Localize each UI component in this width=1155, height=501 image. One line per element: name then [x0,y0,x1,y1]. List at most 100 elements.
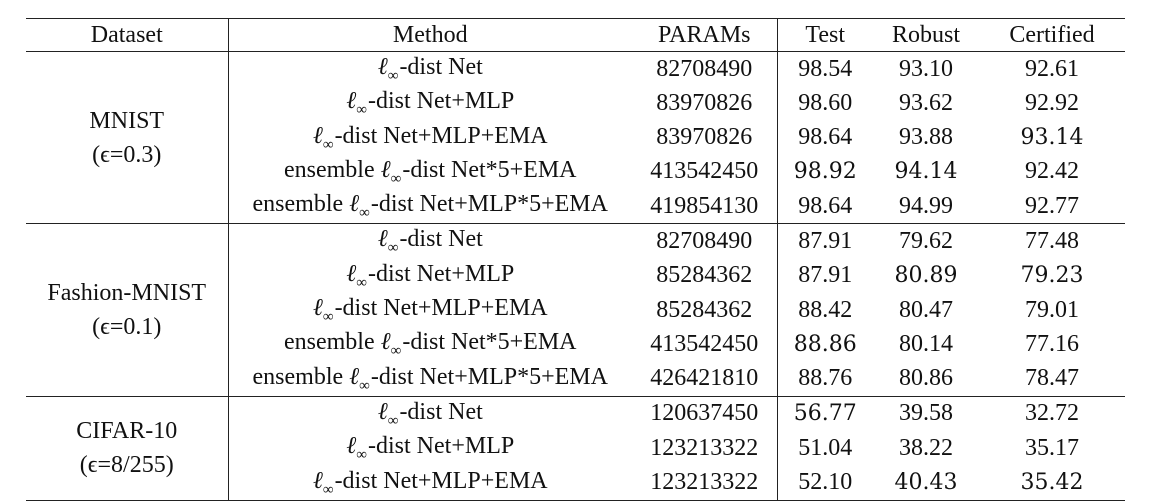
table-row: ℓ∞-dist Net+MLP 85284362 87.91 80.89 79.23 [26,258,1125,294]
infinity-subscript: ∞ [322,309,334,326]
method-cell: ensemble ℓ∞-dist Net*5+EMA [228,327,632,361]
header-params: PARAMs [632,18,778,52]
method-suffix: -dist Net+MLP+EMA [334,295,548,322]
method-suffix: -dist Net+MLP [368,88,515,115]
infinity-subscript: ∞ [322,481,334,498]
test-cell: 98.60 [798,89,853,116]
method-prefix: ensemble [283,329,381,356]
method-cell: ensemble ℓ∞-dist Net+MLP*5+EMA [228,189,632,224]
robust-cell: 93.10 [899,55,953,82]
dataset-group: CIFAR-10 (ϵ=8/255) ℓ∞-dist Net 120637450 56.… [26,396,1125,501]
certified-cell: 92.92 [1025,89,1079,116]
method-cell: ℓ∞-dist Net [228,52,632,87]
header-dataset: Dataset [26,18,229,52]
method-suffix: -dist Net+MLP+EMA [334,122,548,149]
header-test: Test [805,22,846,48]
params-cell: 419854130 [632,189,778,224]
dataset-group: Fashion-MNIST (ϵ=0.1) ℓ∞-dist Net 82708490 8… [26,223,1125,397]
test-cell: 98.64 [798,124,853,151]
method-suffix: -dist Net+MLP+EMA [334,467,548,494]
table-row: MNIST (ϵ=0.3) ℓ∞-dist Net 82708490 98.54 93.1… [26,51,1125,224]
infinity-subscript: ∞ [356,447,367,464]
table-row: ℓ∞-dist Net+MLP 123213322 51.04 38.22 35.17 [26,431,1125,466]
test-cell: 88.86 [793,331,857,357]
params-cell: 85284362 [632,293,778,328]
table-row: Fashion-MNIST (ϵ=0.1) ℓ∞-dist Net 82708490 8… [26,223,1125,397]
test-cell: 88.76 [798,365,853,392]
method-cell: ℓ∞-dist Net+MLP+EMA [228,121,632,155]
method-cell: ensemble ℓ∞-dist Net*5+EMA [228,155,632,189]
dataset-name: Fashion-MNIST [47,280,207,307]
certified-cell: 93.14 [1020,125,1084,151]
robust-cell: 94.14 [894,159,958,185]
robust-cell: 80.14 [899,330,953,357]
params-cell: 82708490 [632,51,778,87]
method-suffix: -dist Net+MLP*5+EMA [370,363,608,390]
method-suffix: -dist Net+MLP [368,260,515,287]
robust-cell: 93.62 [899,89,953,116]
robust-cell: 79.62 [899,227,953,254]
infinity-subscript: ∞ [359,377,370,394]
infinity-subscript: ∞ [390,170,402,187]
params-cell: 123213322 [632,431,778,466]
dataset-group: MNIST (ϵ=0.3) ℓ∞-dist Net 82708490 98.54 93.1… [26,51,1125,224]
table-row: ensemble ℓ∞-dist Net*5+EMA 413542450 98.92… [26,154,1125,190]
dataset-epsilon: (ϵ=8/255) [79,452,174,479]
params-cell: 426421810 [632,361,778,397]
certified-cell: 79.23 [1020,263,1084,289]
table-row: ensemble ℓ∞-dist Net+MLP*5+EMA 419854130 9… [26,189,1125,224]
method-suffix: -dist Net [399,398,483,425]
certified-cell: 92.77 [1025,192,1079,219]
infinity-subscript: ∞ [359,205,370,222]
ell-infinity-symbol: ℓ [377,226,388,253]
infinity-subscript: ∞ [387,412,399,429]
params-cell: 83970826 [632,120,778,155]
certified-cell: 92.61 [1025,55,1079,82]
test-cell: 88.42 [798,296,853,323]
infinity-subscript: ∞ [387,68,399,84]
params-cell: 413542450 [632,154,778,190]
method-suffix: -dist Net*5+EMA [402,329,577,356]
ell-infinity-symbol: ℓ [377,54,388,80]
certified-cell: 77.48 [1025,227,1079,254]
table-header: Dataset Method PARAMs Test Robust Certif… [26,18,1125,52]
table-row: ensemble ℓ∞-dist Net*5+EMA 413542450 88.86… [26,327,1125,362]
infinity-subscript: ∞ [356,274,367,291]
certified-cell: 35.17 [1025,434,1079,461]
certified-cell: 79.01 [1025,296,1079,323]
method-suffix: -dist Net+MLP*5+EMA [370,191,608,218]
dataset-name: MNIST [89,107,165,134]
method-suffix: -dist Net*5+EMA [402,156,577,183]
robust-cell: 39.58 [899,400,953,427]
dataset-name: CIFAR-10 [76,418,178,445]
method-prefix: ensemble [252,191,350,218]
method-cell: ℓ∞-dist Net+MLP [228,259,632,293]
ell-infinity-symbol: ℓ [377,398,388,425]
infinity-subscript: ∞ [356,102,367,119]
method-cell: ℓ∞-dist Net+MLP [228,431,632,465]
ell-infinity-symbol: ℓ [349,191,360,218]
params-cell: 85284362 [632,258,778,294]
test-cell: 98.54 [798,55,853,82]
certified-cell: 32.72 [1025,400,1079,427]
method-cell: ℓ∞-dist Net [228,396,632,431]
test-cell: 87.91 [798,227,853,254]
method-cell: ℓ∞-dist Net+MLP+EMA [228,293,632,327]
table-row: ℓ∞-dist Net+MLP 83970826 98.60 93.62 92.92 [26,86,1125,121]
method-suffix: -dist Net [399,226,483,253]
test-cell: 98.64 [798,192,853,219]
dataset-cell: Fashion-MNIST (ϵ=0.1) [26,223,229,397]
method-suffix: -dist Net+MLP [368,433,515,460]
ell-infinity-symbol: ℓ [312,467,323,494]
certified-cell: 77.16 [1025,330,1079,357]
certified-cell: 78.47 [1025,365,1079,392]
header-method: Method [392,22,468,48]
test-cell: 87.91 [798,262,853,289]
header-certified: Certified [1009,22,1095,48]
ell-infinity-symbol: ℓ [380,156,391,183]
table-row: ℓ∞-dist Net+MLP+EMA 83970826 98.64 93.88 93.… [26,120,1125,155]
robust-cell: 80.47 [899,296,953,323]
params-cell: 413542450 [632,327,778,362]
ell-infinity-symbol: ℓ [349,363,360,390]
table-row: ℓ∞-dist Net+MLP+EMA 85284362 88.42 80.47 79.… [26,293,1125,328]
